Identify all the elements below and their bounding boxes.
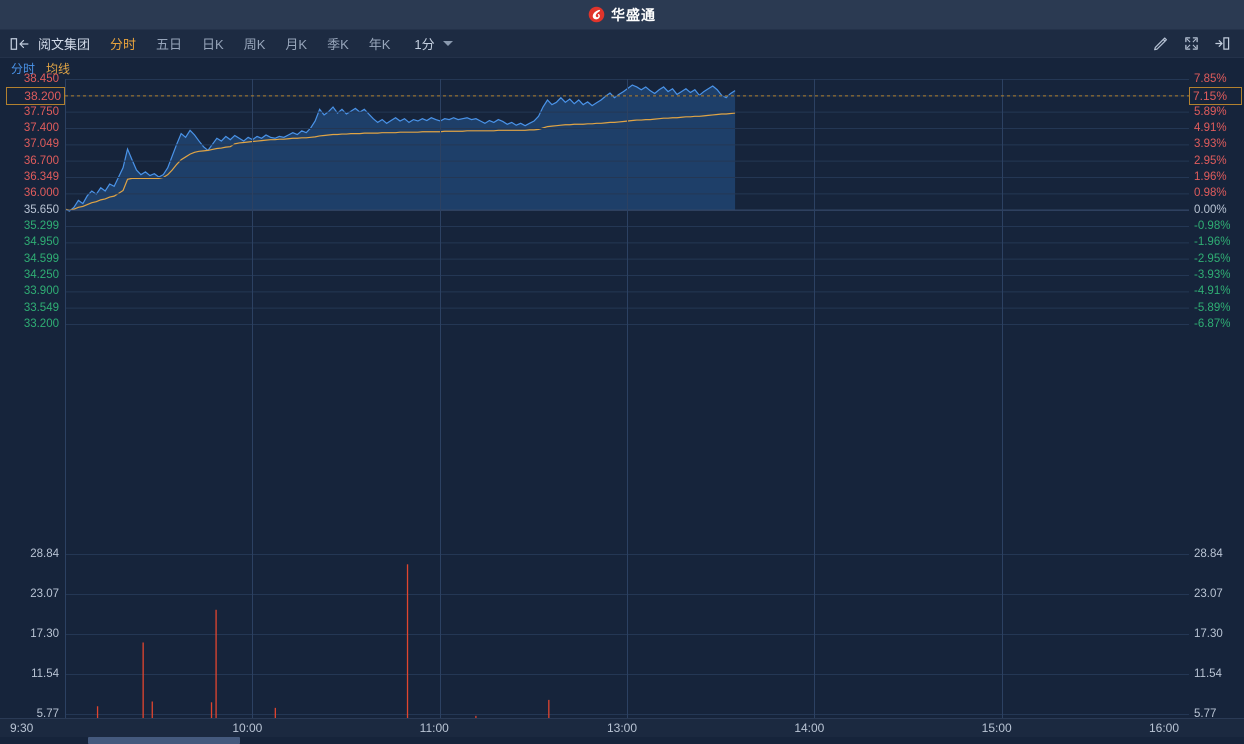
percent-tick-label: 5.89% xyxy=(1194,105,1227,118)
period-tab-5day[interactable]: 五日 xyxy=(156,37,183,52)
price-tick-label: 34.250 xyxy=(23,269,59,281)
volume-tick-label: 23.07 xyxy=(1194,588,1223,600)
volume-tick-label: 17.30 xyxy=(1194,628,1223,640)
percent-tick-label: 0.98% xyxy=(1194,187,1227,200)
legend-item-price[interactable]: 分时 xyxy=(11,62,36,76)
price-line-svg xyxy=(65,84,736,212)
chart-canvas[interactable]: 38.45038.09937.75037.40037.04936.70036.3… xyxy=(0,73,1244,744)
period-tab-daily[interactable]: 日K xyxy=(202,37,224,52)
title-bar: 华盛通 xyxy=(0,0,1244,30)
volume-tick-label: 17.30 xyxy=(30,628,59,640)
price-tick-label: 34.950 xyxy=(23,236,59,249)
time-tick-label: 10:00 xyxy=(232,721,263,735)
interval-value: 1分 xyxy=(414,37,435,52)
price-tick-label: 33.200 xyxy=(23,318,59,330)
volume-tick-label: 11.54 xyxy=(1194,668,1222,680)
percent-tick-label: 7.85% xyxy=(1194,73,1227,85)
volume-tick-label: 11.54 xyxy=(31,668,59,680)
period-tab-monthly[interactable]: 月K xyxy=(285,37,308,52)
volume-plot xyxy=(65,554,1189,744)
percent-tick-label: 4.91% xyxy=(1194,122,1227,134)
last-change-value: 7.15% xyxy=(1193,88,1228,103)
percent-tick-label: 1.96% xyxy=(1194,171,1227,183)
chart-toolbar: 阅文集团 分时 五日 日K 周K 月K 季K 年K 1分 xyxy=(0,30,1244,58)
volume-bar xyxy=(142,642,144,744)
average-line xyxy=(65,112,736,211)
volume-bar xyxy=(215,609,217,744)
series-legend: 分时 均线 xyxy=(0,58,1244,79)
percent-tick-label: 0.00% xyxy=(1194,203,1227,216)
time-tick-label: 9:30 xyxy=(10,721,34,735)
price-tick-label: 34.599 xyxy=(23,252,59,265)
volume-tick-label: 5.77 xyxy=(36,708,59,720)
time-tick-label: 13:00 xyxy=(607,721,638,735)
percent-tick-label: -6.87% xyxy=(1194,318,1231,330)
last-price-value: 38.200 xyxy=(24,88,61,103)
last-change-badge: 7.15% xyxy=(1189,86,1242,105)
toolbar-right-icons xyxy=(1153,36,1230,51)
price-tick-label: 37.049 xyxy=(23,138,59,151)
percent-tick-label: -1.96% xyxy=(1194,236,1231,249)
scrollbar-thumb[interactable] xyxy=(88,737,240,744)
price-tick-label: 36.700 xyxy=(23,154,59,167)
volume-tick-label: 28.84 xyxy=(1194,548,1223,560)
percent-tick-label: -3.93% xyxy=(1194,269,1231,281)
percent-tick-label: 2.95% xyxy=(1194,154,1227,167)
percent-tick-label: -0.98% xyxy=(1194,220,1231,232)
price-plot xyxy=(65,79,1189,324)
volume-tick-label: 23.07 xyxy=(30,588,59,600)
price-area-fill xyxy=(65,85,736,212)
percent-tick-label: 3.93% xyxy=(1194,138,1227,151)
horizontal-scrollbar[interactable] xyxy=(0,737,1244,744)
price-tick-label: 36.349 xyxy=(23,171,59,183)
period-tab-weekly[interactable]: 周K xyxy=(243,37,266,52)
percent-tick-label: -5.89% xyxy=(1194,301,1231,314)
volume-bar xyxy=(406,564,409,744)
price-tick-label: 37.400 xyxy=(23,122,59,134)
time-tick-label: 15:00 xyxy=(981,721,1012,735)
time-axis: 9:30 10:00 11:00 13:00 14:00 15:00 16:00 xyxy=(0,718,1244,737)
price-tick-label: 36.000 xyxy=(23,187,59,200)
period-tab-yearly[interactable]: 年K xyxy=(368,37,391,52)
percent-tick-label: -4.91% xyxy=(1194,285,1231,298)
price-tick-label: 33.900 xyxy=(23,285,59,298)
period-tab-quarterly[interactable]: 季K xyxy=(327,37,349,52)
expand-icon[interactable] xyxy=(1184,36,1199,51)
panel-collapse-left-icon[interactable] xyxy=(10,37,30,51)
percent-tick-label: -2.95% xyxy=(1194,252,1231,265)
brand: 华盛通 xyxy=(588,5,656,25)
period-tab-intraday[interactable]: 分时 xyxy=(110,37,137,52)
price-tick-label: 37.750 xyxy=(23,105,59,118)
brand-title: 华盛通 xyxy=(611,6,656,23)
price-tick-label: 35.299 xyxy=(23,220,59,232)
stock-name-label[interactable]: 阅文集团 xyxy=(38,37,91,52)
price-tick-label: 38.450 xyxy=(23,73,59,85)
volume-tick-label: 5.77 xyxy=(1194,708,1217,720)
last-price-badge: 38.200 xyxy=(6,86,65,105)
chevron-down-icon xyxy=(442,41,453,46)
time-tick-label: 16:00 xyxy=(1149,721,1180,735)
volume-bars-svg xyxy=(96,564,550,744)
interval-selector[interactable]: 1分 xyxy=(414,34,453,53)
time-tick-label: 14:00 xyxy=(794,721,825,735)
price-line xyxy=(65,84,736,212)
time-tick-label: 11:00 xyxy=(419,721,449,735)
flame-icon xyxy=(588,6,605,23)
legend-item-average[interactable]: 均线 xyxy=(46,62,71,76)
price-tick-label: 35.650 xyxy=(23,203,59,216)
chart-gridlines xyxy=(65,79,1189,718)
pencil-icon[interactable] xyxy=(1153,36,1168,51)
price-tick-label: 33.549 xyxy=(23,301,59,314)
collapse-panel-right-icon[interactable] xyxy=(1215,36,1230,51)
volume-tick-label: 28.84 xyxy=(30,548,59,560)
